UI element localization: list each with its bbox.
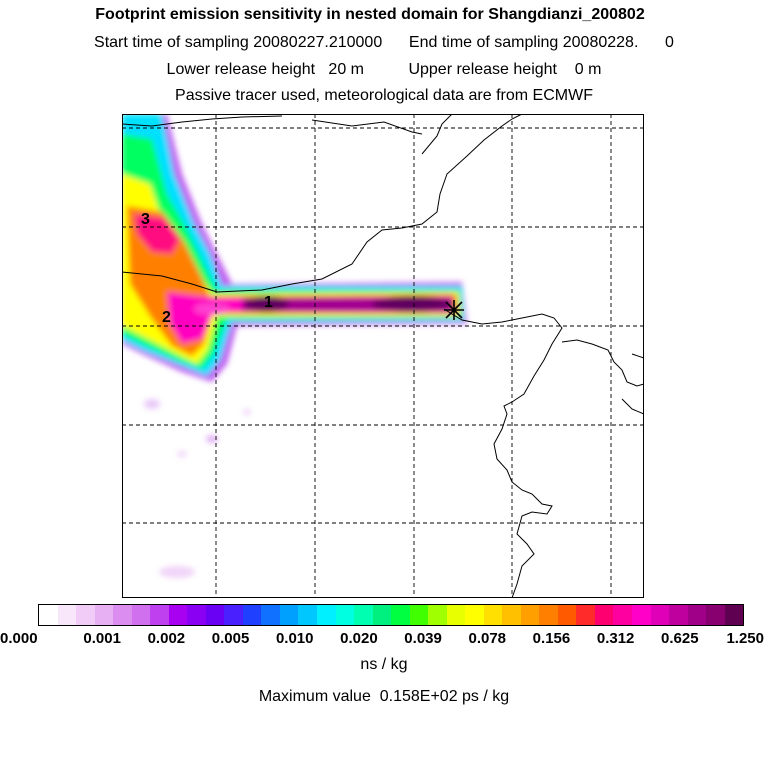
tick-label: 1.250: [726, 630, 764, 647]
color-cell: [113, 605, 132, 625]
color-cell: [372, 605, 392, 625]
lat-lon-grid: [122, 114, 644, 598]
footprint-map: 1 2 3: [122, 114, 644, 598]
maximum-value: Maximum value 0.158E+02 ps / kg: [258, 688, 510, 705]
color-scale-bar: [38, 604, 744, 626]
cluster-label-3: 3: [141, 211, 150, 228]
cluster-label-2: 2: [162, 309, 171, 326]
color-cell: [594, 605, 614, 625]
color-cell: [465, 605, 484, 625]
color-cell: [76, 605, 95, 625]
color-cell: [57, 605, 77, 625]
tick-label: 0.001: [83, 630, 121, 647]
color-cell: [391, 605, 410, 625]
tracer-info: Passive tracer used, meteorological data…: [175, 87, 593, 104]
color-cell: [576, 605, 595, 625]
tick-label: 0.039: [404, 630, 442, 647]
color-cell: [224, 605, 243, 625]
tick-label: 0.020: [340, 630, 378, 647]
sampling-times: Start time of sampling 20080227.210000 E…: [94, 34, 674, 51]
plot-title: Footprint emission sensitivity in nested…: [95, 6, 645, 23]
tick-label: 0.312: [596, 630, 635, 647]
color-cell: [279, 605, 299, 625]
color-cell: [650, 605, 670, 625]
tick-label: 0.000: [0, 630, 38, 647]
release-heights: Lower release height 20 m Upper release …: [166, 61, 602, 78]
release-site-marker: [444, 300, 464, 320]
color-cell: [632, 605, 651, 625]
tick-label: 0.010: [275, 630, 314, 647]
color-cell: [557, 605, 577, 625]
color-scale-ticks: 0.000 0.001 0.002 0.005 0.010 0.020 0.039 0.078…: [0, 630, 768, 650]
color-cell: [316, 605, 336, 625]
color-cell: [150, 605, 169, 625]
color-cell: [261, 605, 280, 625]
color-cell: [354, 605, 373, 625]
color-cell: [687, 605, 707, 625]
color-cell: [613, 605, 632, 625]
tick-label: 0.005: [211, 630, 250, 647]
color-cell: [520, 605, 540, 625]
color-cell: [409, 605, 429, 625]
tick-label: 0.002: [147, 630, 186, 647]
color-cell: [168, 605, 188, 625]
color-cell: [94, 605, 114, 625]
tick-label: 0.156: [532, 630, 571, 647]
color-cell: [242, 605, 262, 625]
color-cell: [502, 605, 521, 625]
tick-label: 0.078: [468, 630, 507, 647]
tick-label: 0.625: [661, 630, 699, 647]
color-cell: [298, 605, 317, 625]
color-cell: [131, 605, 151, 625]
color-cell: [205, 605, 225, 625]
color-cell: [39, 605, 58, 625]
color-scale-unit: ns / kg: [360, 656, 408, 673]
coastlines: [122, 114, 644, 598]
color-cell: [428, 605, 447, 625]
color-cell: [539, 605, 558, 625]
color-cell: [706, 605, 725, 625]
color-cell: [335, 605, 355, 625]
cluster-label-1: 1: [264, 294, 273, 311]
color-cell: [724, 605, 744, 625]
sensitivity-plume: [122, 114, 467, 578]
color-cell: [669, 605, 688, 625]
color-cell: [483, 605, 503, 625]
color-cell: [446, 605, 466, 625]
color-cell: [187, 605, 206, 625]
